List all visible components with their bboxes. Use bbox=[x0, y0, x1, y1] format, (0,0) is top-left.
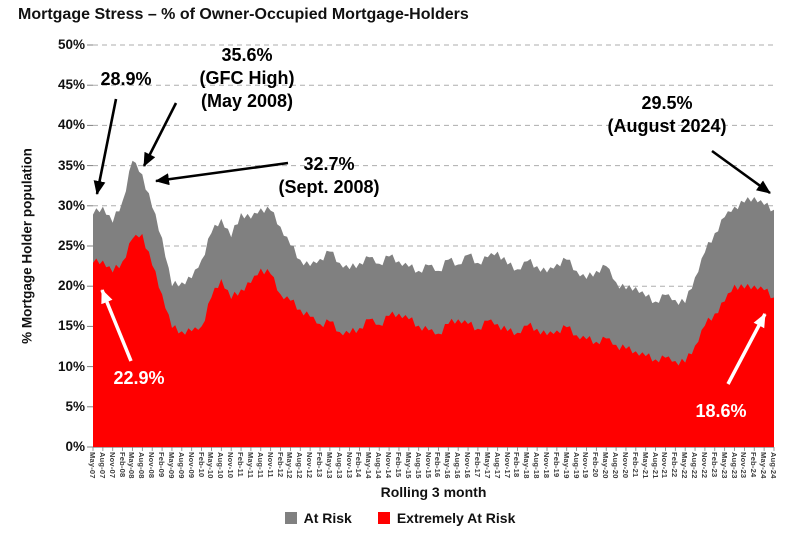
chart-legend: At Risk Extremely At Risk bbox=[0, 510, 800, 526]
annotation-arrow-aug-2024 bbox=[711, 149, 771, 195]
axes-ticks bbox=[87, 44, 775, 451]
legend-item-at-risk: At Risk bbox=[284, 510, 352, 526]
chart-title: Mortgage Stress – % of Owner-Occupied Mo… bbox=[18, 6, 469, 23]
annotation-arrows bbox=[93, 98, 771, 385]
annotation-arrow-gfc-high bbox=[142, 102, 178, 167]
annotation-arrow-sept-2008 bbox=[155, 161, 289, 186]
legend-label: At Risk bbox=[303, 510, 352, 526]
annotation-arrow-start-extreme bbox=[100, 289, 133, 362]
legend-swatch bbox=[284, 512, 297, 524]
annotation-arrow-start-high bbox=[93, 98, 118, 195]
legend-item-extremely-at-risk: Extremely At Risk bbox=[377, 510, 516, 526]
area-extremely-at-risk bbox=[93, 233, 774, 447]
annotation-arrow-end-extreme bbox=[726, 313, 767, 385]
legend-swatch bbox=[377, 512, 390, 524]
legend-label: Extremely At Risk bbox=[396, 510, 516, 526]
data-areas bbox=[93, 160, 774, 448]
